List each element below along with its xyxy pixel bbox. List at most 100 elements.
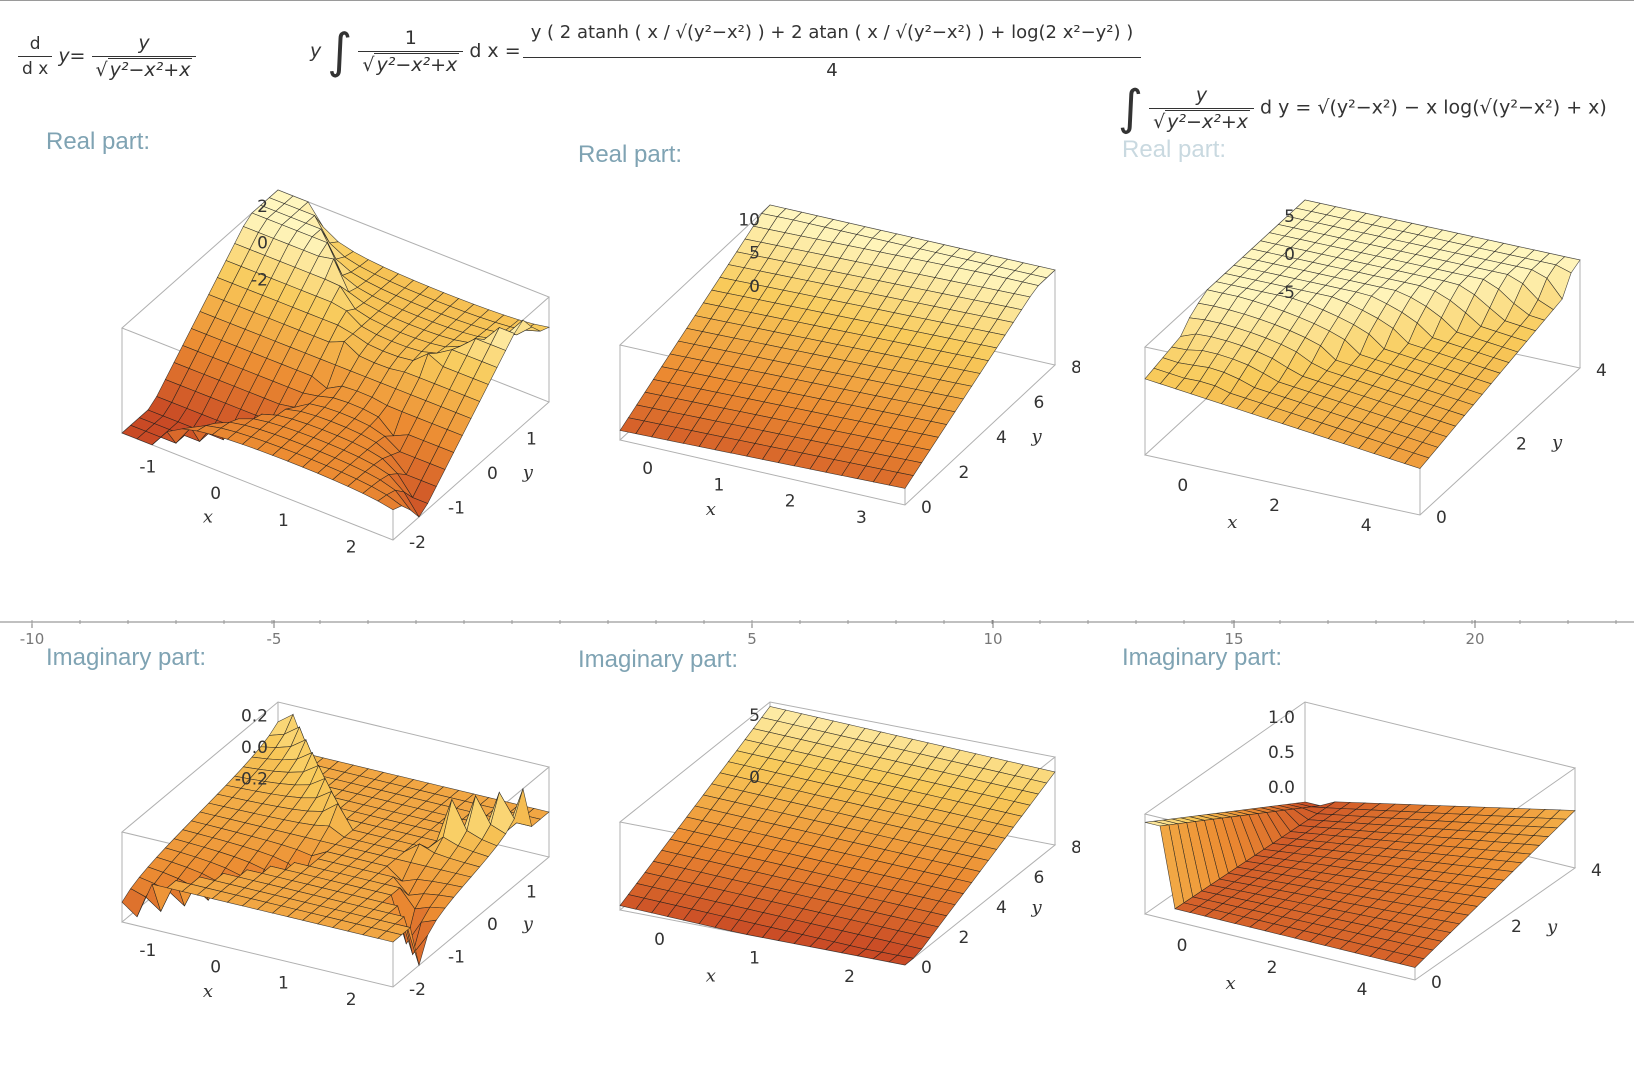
x-tick-label: 0 [1177,936,1188,956]
integral-y-formula: ∫ y √ y²−x²+x d y = √(y²−x²) − x log(√(y²… [1118,80,1607,136]
integral-y-den: y²−x²+x [1165,109,1250,133]
x-tick-label: 1 [278,511,289,531]
surface [121,713,550,967]
x-tick-label: 2 [346,538,357,558]
y-tick-label: 4 [1591,861,1602,881]
real-part-plot-2: 0 1 2 3 0 2 4 6 8 0 5 10 x y [618,204,1080,528]
surface-patch [1399,954,1425,968]
axis-labels: 0 2 4 0 2 4 -5 0 5 x y [1177,207,1606,536]
z-tick-label: 0.5 [1268,743,1295,763]
integral-x-den: y²−x²+x [374,53,460,76]
y-tick-label: 2 [1516,435,1527,455]
y-tick-label: 0 [1431,973,1442,993]
x-axis-label: x [203,981,213,1002]
x-axis-label: x [706,965,716,986]
y-axis-label: y [522,914,534,935]
axis-labels: 0 2 4 0 2 4 0.0 0.5 1.0 x y [1177,708,1602,1000]
y-axis-label: y [1031,426,1043,447]
z-tick-label: 5 [749,706,760,726]
y-tick-label: 4 [996,898,1007,918]
number-line-tick-label: -5 [267,630,282,648]
x-axis-label: x [203,506,213,527]
imaginary-part-label-1: Imaginary part: [46,644,207,671]
z-tick-label: 0 [749,768,760,788]
z-tick-label: 1.0 [1268,708,1295,728]
surface [1144,199,1581,469]
integral-y-num: y [1195,83,1208,106]
x-tick-label: 4 [1357,980,1368,1000]
surface-patch [1404,452,1430,469]
x-tick-label: 2 [785,492,796,512]
real-part-label-3: Real part: [1122,136,1227,163]
y-axis-label: y [522,462,534,483]
x-tick-label: 1 [749,949,760,969]
y-tick-label: 2 [1511,917,1522,937]
y-tick-label: 1 [526,430,537,450]
y-axis-label: y [1546,916,1558,937]
y-tick-label: 0 [487,915,498,935]
real-part-label-2: Real part: [578,141,683,168]
x-tick-label: 0 [654,930,665,950]
z-tick-label: 0 [749,277,760,297]
y-tick-label: -2 [409,533,426,553]
real-part-label-1: Real part: [46,128,151,155]
x-axis-label: x [1226,973,1236,994]
y-tick-label: 0 [487,464,498,484]
y-tick-label: -1 [448,499,465,519]
surface-patch [377,930,403,943]
number-line-tick-label: 20 [1465,630,1484,648]
x-tick-label: 0 [210,957,221,977]
y-tick-label: -2 [409,980,426,1000]
imaginary-part-label-2: Imaginary part: [578,646,739,673]
z-tick-label: -0.2 [235,770,268,790]
derivative-lhs-num: d [29,34,41,54]
x-tick-label: 2 [346,990,357,1010]
integral-x-num: 1 [404,27,417,49]
z-tick-label: 0 [257,234,268,254]
z-tick-label: 0 [1284,245,1295,265]
number-line: -10 -5 5 10 15 20 [0,620,1634,648]
surface [1144,801,1576,968]
integral-x-result-num: y ( 2 atanh ( x / √(y²−x²) ) + 2 atan ( … [530,22,1134,43]
y-tick-label: 0 [921,958,932,978]
z-tick-label: -2 [251,270,268,290]
integral-y-result: d y = √(y²−x²) − x log(√(y²−x²) + x) [1260,96,1607,119]
imaginary-part-plot-2: 0 1 2 0 2 4 6 8 0 5 x y [618,701,1080,987]
surface-patch [888,472,914,489]
z-tick-label: -5 [1278,283,1295,303]
z-tick-label: 0.2 [241,707,268,727]
number-line-tick-label: -10 [20,630,45,648]
z-tick-label: 5 [749,244,760,264]
y-tick-label: 4 [1596,361,1607,381]
x-tick-label: 0 [1177,476,1188,496]
integral-x-formula: y ∫ 1 √ y²−x²+x d x = y ( 2 atanh ( x / √… [310,22,1170,81]
y-tick-label: 0 [1436,508,1447,528]
number-line-tick-label: 10 [983,630,1002,648]
y-tick-label: 8 [1071,838,1080,858]
x-axis-label: x [1227,512,1237,533]
integral-sign-icon: ∫ [1118,80,1144,136]
integral-sign-icon: ∫ [327,23,353,80]
y-tick-label: 2 [959,463,970,483]
x-axis-label: x [706,499,716,520]
z-tick-label: 0.0 [1268,778,1295,798]
surface-patch [377,494,403,511]
real-part-plot-3: 0 2 4 0 2 4 -5 0 5 x y [1143,199,1607,536]
surface [619,204,1056,489]
x-tick-label: 2 [1267,958,1278,978]
x-tick-label: 2 [1269,496,1280,516]
z-tick-label: 0.0 [241,738,268,758]
imaginary-part-plot-3: 0 2 4 0 2 4 0.0 0.5 1.0 x y [1143,701,1602,1000]
surface [121,189,550,518]
y-tick-label: 6 [1034,868,1045,888]
y-axis-label: y [1031,897,1043,918]
number-line-tick-label: 15 [1224,630,1243,648]
x-tick-label: 3 [856,508,867,528]
axis-labels: 0 1 2 0 2 4 6 8 0 5 x y [654,706,1080,987]
x-tick-label: 1 [278,974,289,994]
z-tick-label: 2 [257,197,268,217]
y-tick-label: 2 [959,928,970,948]
imaginary-part-label-3: Imaginary part: [1122,644,1283,671]
